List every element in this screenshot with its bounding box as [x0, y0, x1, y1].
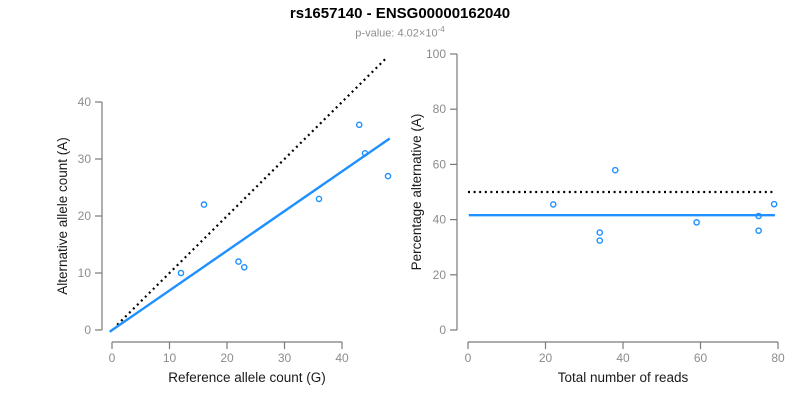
figure-title: rs1657140 - ENSG00000162040: [289, 5, 511, 22]
data-point: [355, 121, 363, 129]
y-tick-label: 0: [439, 323, 446, 337]
data-point: [693, 219, 700, 226]
data-point: [315, 195, 323, 203]
data-point: [549, 201, 557, 208]
y-tick-label: 40: [78, 95, 92, 109]
data-point: [177, 269, 185, 277]
identity-line: [116, 56, 389, 326]
y-tick-label: 20: [78, 209, 92, 223]
x-tick-label: 40: [616, 351, 630, 365]
data-point: [755, 212, 762, 220]
data-point: [596, 229, 604, 236]
data-point: [770, 200, 778, 208]
scatter-plot-left: 0 10 20 30 40 0 10 20 30 40 Reference allele count…: [55, 56, 392, 385]
x-axis-title: Total number of reads: [558, 370, 689, 385]
y-axis-title: Percentage alternative (A): [409, 114, 424, 271]
y-tick-label: 0: [84, 323, 91, 337]
x-tick-label: 40: [335, 351, 349, 365]
figure-subtitle: p-value: 4.02×10-4: [0, 25, 800, 40]
x-tick-label: 80: [771, 351, 785, 365]
data-point: [235, 258, 242, 265]
x-tick-label: 0: [109, 351, 116, 365]
data-point: [384, 172, 392, 180]
y-tick-label: 30: [78, 152, 92, 166]
data-point: [755, 227, 762, 234]
data-point: [611, 166, 619, 174]
y-tick-label: 10: [78, 266, 92, 280]
x-tick-label: 20: [220, 351, 234, 365]
y-tick-label: 20: [433, 268, 447, 282]
y-tick-label: 40: [433, 213, 447, 227]
x-tick-label: 20: [539, 351, 553, 365]
data-point: [361, 149, 369, 157]
y-tick-label: 80: [433, 102, 447, 116]
data-point: [200, 201, 208, 208]
scatter-plot-right: 0 20 40 60 80 100 0 20 40 60 80 Total number of rea…: [409, 47, 785, 385]
p-value-exponent: -4: [437, 25, 445, 34]
regression-line: [109, 137, 391, 333]
x-tick-label: 10: [163, 351, 177, 365]
x-tick-label: 60: [694, 351, 708, 365]
y-tick-label: 60: [433, 157, 447, 171]
data-point: [240, 263, 248, 271]
x-tick-label: 0: [465, 351, 472, 365]
y-tick-label: 100: [426, 47, 446, 61]
y-axis-title: Alternative allele count (A): [55, 137, 70, 295]
x-tick-label: 30: [278, 351, 292, 365]
x-axis-title: Reference allele count (G): [168, 370, 326, 385]
p-value-text: p-value: 4.02×10: [355, 27, 438, 40]
data-point: [596, 237, 604, 244]
